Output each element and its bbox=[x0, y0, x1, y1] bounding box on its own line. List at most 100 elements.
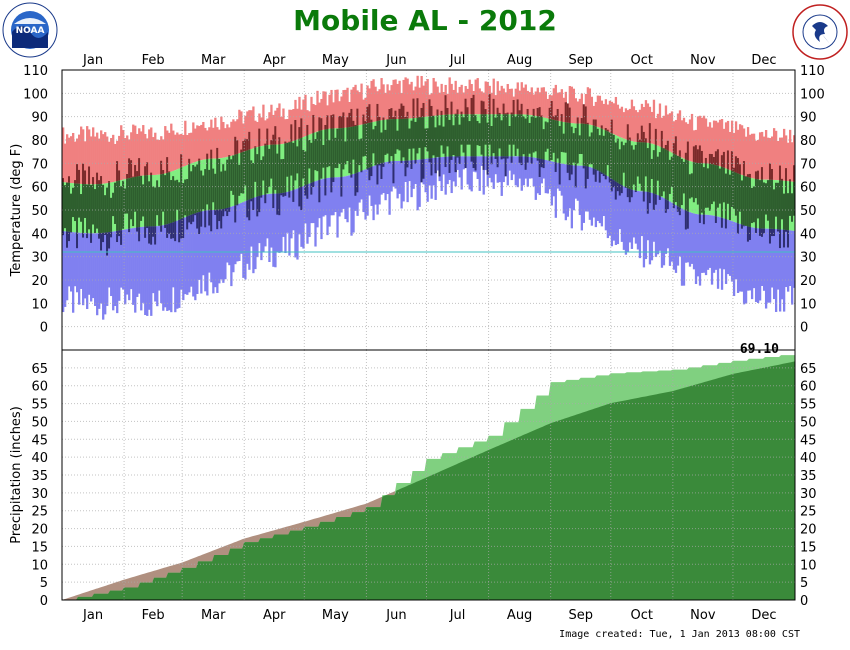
record-low-bar bbox=[556, 162, 559, 189]
actual-range-bar bbox=[494, 117, 497, 157]
record-low-bar bbox=[496, 156, 499, 183]
actual-range-bar bbox=[764, 183, 768, 215]
actual-range-bar bbox=[224, 170, 227, 209]
actual-above-normal-bar bbox=[700, 150, 704, 164]
record-low-bar bbox=[586, 166, 590, 212]
actual-above-normal-bar bbox=[300, 118, 303, 138]
record-high-bar bbox=[72, 132, 75, 184]
actual-above-normal-bar bbox=[74, 180, 77, 184]
temp-tick-left: 100 bbox=[23, 87, 48, 102]
actual-below-normal-bar bbox=[566, 164, 569, 173]
record-low-bar bbox=[750, 227, 754, 300]
actual-below-normal-bar bbox=[678, 207, 682, 216]
record-high-bar bbox=[760, 131, 764, 180]
actual-range-bar bbox=[166, 172, 169, 225]
record-high-bar bbox=[656, 113, 660, 146]
actual-below-normal-bar bbox=[404, 160, 407, 177]
record-low-bar bbox=[230, 206, 233, 287]
record-low-bar bbox=[286, 191, 289, 233]
actual-below-normal-bar bbox=[500, 156, 503, 160]
record-high-bar bbox=[734, 121, 738, 173]
record-low-bar bbox=[636, 191, 640, 250]
record-high-bar bbox=[218, 129, 221, 159]
record-high-bar bbox=[302, 99, 305, 138]
record-low-bar bbox=[366, 168, 369, 216]
actual-range-bar bbox=[334, 137, 337, 168]
record-low-bar bbox=[298, 187, 301, 235]
record-high-bar bbox=[264, 120, 267, 146]
record-low-bar bbox=[722, 218, 726, 270]
record-high-bar bbox=[556, 92, 559, 121]
record-low-bar bbox=[166, 224, 169, 311]
actual-range-bar bbox=[426, 128, 429, 152]
actual-below-normal-bar bbox=[574, 165, 578, 188]
record-high-bar bbox=[150, 127, 153, 176]
actual-below-normal-bar bbox=[482, 156, 485, 170]
actual-above-normal-bar bbox=[392, 117, 395, 120]
record-low-bar bbox=[648, 192, 652, 265]
record-low-bar bbox=[402, 160, 405, 202]
record-low-bar bbox=[348, 175, 351, 208]
actual-above-normal-bar bbox=[352, 120, 355, 127]
actual-below-normal-bar bbox=[598, 171, 602, 183]
record-low-bar bbox=[792, 230, 796, 288]
precip-tick-right: 30 bbox=[800, 487, 817, 502]
record-low-bar bbox=[788, 230, 792, 287]
actual-range-bar bbox=[462, 117, 465, 153]
actual-range-bar bbox=[152, 186, 155, 227]
record-low-bar bbox=[214, 209, 217, 288]
record-low-bar bbox=[522, 156, 525, 186]
actual-range-bar bbox=[130, 177, 133, 220]
record-high-bar bbox=[90, 136, 93, 185]
record-high-bar bbox=[682, 117, 686, 159]
actual-above-normal-bar bbox=[498, 112, 501, 115]
record-low-bar bbox=[768, 228, 772, 303]
record-low-bar bbox=[126, 229, 129, 295]
actual-range-bar bbox=[252, 163, 255, 198]
actual-range-bar bbox=[222, 164, 225, 209]
record-low-bar bbox=[154, 226, 157, 302]
month-label-top: Feb bbox=[142, 53, 165, 68]
actual-range-bar bbox=[410, 120, 413, 161]
record-low-bar bbox=[62, 231, 65, 313]
temp-tick-right: 80 bbox=[800, 134, 817, 149]
actual-above-normal-bar bbox=[576, 117, 580, 124]
record-high-bar bbox=[560, 89, 563, 122]
record-low-bar bbox=[514, 156, 517, 186]
record-low-bar bbox=[182, 218, 185, 301]
actual-above-normal-bar bbox=[466, 107, 469, 115]
record-high-bar bbox=[330, 89, 333, 129]
actual-range-bar bbox=[346, 127, 349, 161]
record-high-bar bbox=[426, 79, 429, 117]
actual-below-normal-bar bbox=[172, 222, 175, 239]
record-low-bar bbox=[758, 228, 762, 301]
actual-above-normal-bar bbox=[150, 172, 153, 176]
record-high-bar bbox=[720, 118, 724, 167]
actual-range-bar bbox=[230, 159, 233, 191]
actual-range-bar bbox=[624, 142, 628, 188]
actual-below-normal-bar bbox=[152, 226, 155, 237]
actual-range-bar bbox=[214, 173, 217, 210]
actual-range-bar bbox=[510, 114, 513, 157]
actual-above-normal-bar bbox=[166, 157, 169, 173]
actual-range-bar bbox=[762, 182, 766, 229]
record-low-bar bbox=[700, 214, 704, 273]
page-title: Mobile AL - 2012 bbox=[293, 4, 557, 37]
record-low-bar bbox=[64, 231, 67, 307]
actual-above-normal-bar bbox=[642, 131, 646, 143]
record-low-bar bbox=[478, 156, 481, 191]
record-low-bar bbox=[106, 232, 109, 306]
actual-range-bar bbox=[242, 151, 245, 194]
actual-range-bar bbox=[124, 188, 127, 214]
record-low-bar bbox=[358, 171, 361, 203]
month-label-top: Jan bbox=[82, 53, 103, 68]
month-label-bottom: May bbox=[322, 608, 349, 623]
actual-below-normal-bar bbox=[768, 228, 772, 244]
actual-below-normal-bar bbox=[422, 159, 425, 179]
temp-tick-right: 0 bbox=[800, 321, 808, 336]
month-label-bottom: Jul bbox=[449, 608, 466, 623]
actual-range-bar bbox=[278, 144, 281, 194]
actual-below-normal-bar bbox=[370, 166, 373, 177]
record-high-bar bbox=[212, 127, 215, 159]
noaa-logo: NOAA bbox=[2, 2, 58, 58]
